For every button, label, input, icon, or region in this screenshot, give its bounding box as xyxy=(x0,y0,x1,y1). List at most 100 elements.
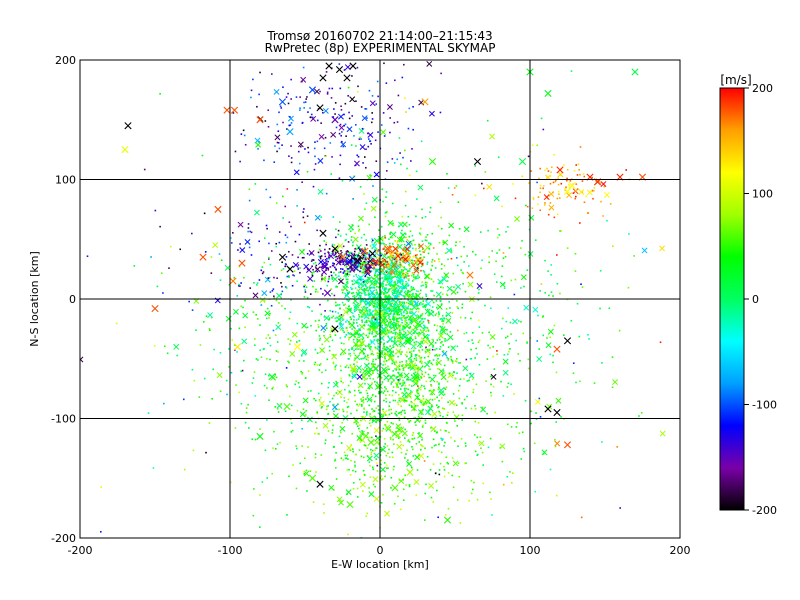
measurement-dot xyxy=(450,436,452,439)
measurement-marker xyxy=(413,300,420,307)
measurement-dot xyxy=(376,252,378,254)
measurement-dot xyxy=(409,419,412,422)
measurement-dot xyxy=(247,227,250,229)
measurement-dot xyxy=(352,469,354,472)
measurement-dot xyxy=(360,138,362,140)
measurement-dot xyxy=(353,352,355,354)
measurement-dot xyxy=(365,272,368,275)
measurement-dot xyxy=(578,335,581,338)
measurement-dot xyxy=(358,328,360,330)
measurement-dot xyxy=(354,310,356,313)
measurement-dot xyxy=(389,377,392,380)
measurement-dot xyxy=(371,277,374,279)
measurement-dot xyxy=(295,445,297,447)
measurement-dot xyxy=(395,414,398,416)
measurement-dot xyxy=(422,395,424,397)
measurement-marker xyxy=(302,397,309,404)
measurement-marker xyxy=(486,183,493,190)
measurement-dot xyxy=(321,343,324,346)
measurement-dot xyxy=(368,89,371,92)
measurement-dot xyxy=(369,270,372,272)
measurement-dot xyxy=(451,474,454,477)
measurement-dot xyxy=(389,233,391,235)
measurement-dot xyxy=(539,184,542,187)
measurement-dot xyxy=(456,300,458,302)
measurement-dot xyxy=(382,260,385,262)
measurement-dot xyxy=(531,207,534,210)
colorbar-label: [m/s] xyxy=(720,73,751,87)
measurement-dot xyxy=(377,338,379,341)
measurement-dot xyxy=(415,215,417,218)
measurement-dot xyxy=(439,325,442,328)
measurement-dot xyxy=(421,362,423,365)
measurement-dot xyxy=(386,278,388,281)
measurement-dot xyxy=(380,307,383,310)
measurement-dot xyxy=(252,514,255,517)
measurement-dot xyxy=(424,401,427,403)
measurement-dot xyxy=(460,269,462,271)
measurement-marker xyxy=(514,215,520,222)
measurement-dot xyxy=(420,269,422,272)
measurement-dot xyxy=(332,116,335,118)
measurement-dot xyxy=(238,391,240,394)
measurement-dot xyxy=(544,259,546,262)
measurement-dot xyxy=(429,211,431,213)
measurement-dot xyxy=(309,107,311,109)
measurement-marker xyxy=(244,238,251,245)
measurement-dot xyxy=(455,404,458,407)
measurement-dot xyxy=(340,268,342,270)
measurement-dot xyxy=(389,436,392,439)
measurement-dot xyxy=(266,227,268,230)
measurement-dot xyxy=(346,278,349,281)
measurement-marker xyxy=(357,253,364,260)
measurement-dot xyxy=(375,332,378,335)
measurement-dot xyxy=(335,252,337,254)
measurement-dot xyxy=(401,321,403,324)
measurement-dot xyxy=(469,372,472,375)
measurement-dot xyxy=(511,472,514,474)
measurement-dot xyxy=(569,180,572,182)
measurement-dot xyxy=(505,231,507,233)
measurement-dot xyxy=(431,306,434,308)
measurement-dot xyxy=(300,419,303,422)
measurement-dot xyxy=(367,356,370,359)
measurement-dot xyxy=(316,364,319,366)
measurement-dot xyxy=(353,461,356,463)
measurement-dot xyxy=(576,302,579,305)
measurement-dot xyxy=(544,169,546,172)
measurement-dot xyxy=(393,162,396,164)
measurement-dot xyxy=(438,260,440,263)
measurement-dot xyxy=(263,237,266,239)
measurement-dot xyxy=(258,279,261,281)
measurement-dot xyxy=(306,326,309,329)
measurement-dot xyxy=(324,136,327,139)
measurement-marker xyxy=(212,242,219,249)
measurement-dot xyxy=(333,394,335,397)
measurement-dot xyxy=(440,216,442,219)
measurement-dot xyxy=(329,419,331,422)
measurement-dot xyxy=(423,356,426,359)
measurement-dot xyxy=(376,470,379,472)
measurement-dot xyxy=(414,355,417,357)
measurement-marker xyxy=(238,259,246,267)
measurement-dot xyxy=(323,316,326,318)
measurement-marker xyxy=(466,271,474,279)
measurement-dot xyxy=(302,211,305,213)
measurement-dot xyxy=(398,295,400,298)
measurement-dot xyxy=(359,296,362,299)
measurement-dot xyxy=(390,284,392,286)
measurement-dot xyxy=(383,292,386,294)
measurement-dot xyxy=(391,297,393,300)
measurement-dot xyxy=(264,449,267,452)
measurement-dot xyxy=(398,340,401,342)
measurement-marker xyxy=(207,312,214,319)
measurement-dot xyxy=(376,340,379,343)
measurement-dot xyxy=(444,252,447,254)
measurement-dot xyxy=(587,333,589,336)
measurement-marker xyxy=(352,236,359,243)
measurement-dot xyxy=(375,358,377,361)
measurement-dot xyxy=(343,451,346,454)
measurement-dot xyxy=(355,348,357,351)
measurement-dot xyxy=(404,339,407,342)
measurement-dot xyxy=(404,273,407,276)
